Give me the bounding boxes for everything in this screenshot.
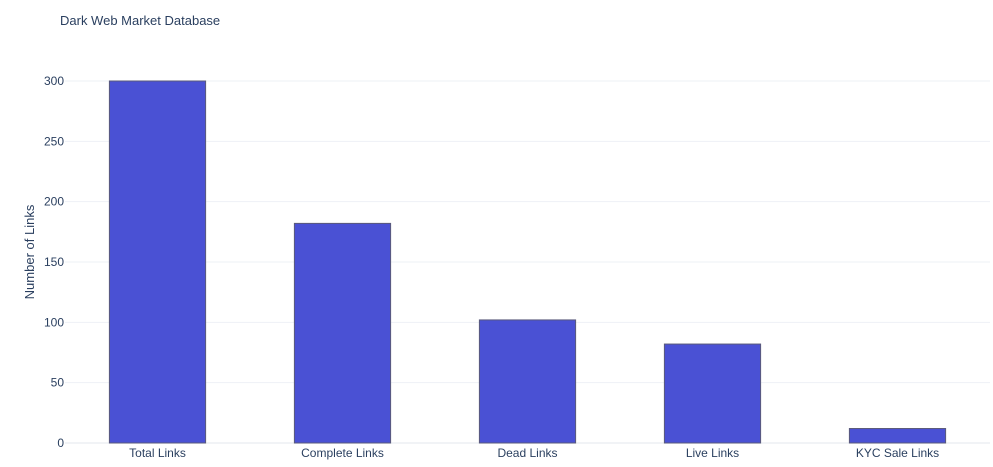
x-tick-label: Dead Links [497,446,557,460]
x-tick-label: Complete Links [301,446,384,460]
y-tick-label: 150 [44,255,64,269]
y-tick-label: 250 [44,134,64,148]
y-tick-label: 0 [57,436,64,450]
bar[interactable] [293,222,392,444]
y-tick-label: 100 [44,315,64,329]
x-axis-ticks: Total Links Complete Links Dead Links Live … [129,446,939,460]
y-tick-label: 200 [44,195,64,209]
bar[interactable] [848,428,947,444]
y-axis-ticks: 0 50 100 150 200 250 300 [44,74,64,450]
x-tick-label: Live Links [686,446,739,460]
x-tick-label: KYC Sale Links [856,446,939,460]
bar[interactable] [108,80,207,444]
chart-title: Dark Web Market Database [60,13,221,28]
bar-layer [108,80,947,444]
y-axis-label: Number of Links [22,204,37,299]
y-tick-label: 300 [44,74,64,88]
bar[interactable] [478,319,577,444]
bar[interactable] [663,343,762,444]
y-tick-label: 50 [51,376,65,390]
x-tick-label: Total Links [129,446,186,460]
